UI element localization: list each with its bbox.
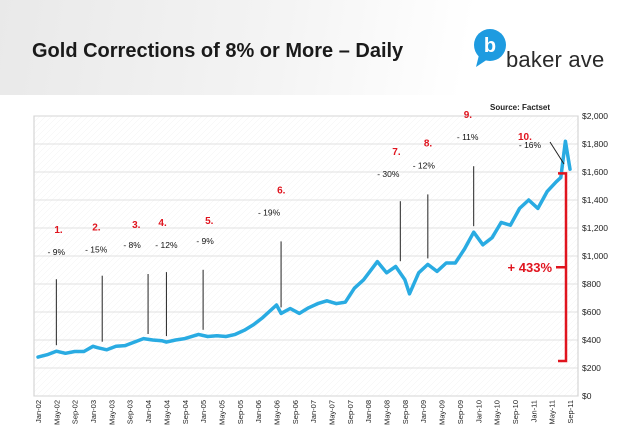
x-tick-label: Sep-07 — [346, 400, 355, 424]
annotation-percent: - 19% — [258, 207, 281, 217]
x-tick-label: Jan-05 — [199, 400, 208, 423]
x-tick-label: Jan-04 — [144, 400, 153, 423]
y-tick-label: $800 — [582, 279, 601, 289]
x-tick-label: Sep-06 — [291, 400, 300, 424]
annotation-number: 7. — [392, 147, 401, 158]
x-tick-label: Jan-03 — [89, 400, 98, 423]
y-tick-label: $0 — [582, 391, 592, 401]
annotation-pointer — [549, 141, 565, 165]
annotation-percent: - 15% — [85, 245, 108, 255]
x-tick-label: Sep-09 — [456, 400, 465, 424]
x-tick-label: Sep-10 — [511, 400, 520, 424]
annotation-number: 8. — [424, 138, 433, 149]
y-tick-label: $600 — [582, 307, 601, 317]
annotation-percent: - 12% — [155, 240, 178, 250]
x-tick-label: Jan-07 — [309, 400, 318, 423]
annotation-number: 4. — [158, 218, 167, 229]
y-tick-label: $1,400 — [582, 195, 608, 205]
x-tick-label: Jan-06 — [254, 400, 263, 423]
chart-source: Source: Factset — [490, 103, 551, 112]
annotation-number: 2. — [92, 223, 101, 234]
x-tick-label: Jan-09 — [419, 400, 428, 423]
annotation-number: 3. — [132, 220, 141, 231]
x-tick-label: Sep-02 — [71, 400, 80, 424]
x-tick-label: May-10 — [493, 400, 502, 425]
chart-title: Gold Corrections of 8% or More – Daily — [32, 40, 404, 62]
x-tick-label: May-02 — [52, 400, 61, 425]
x-tick-label: May-03 — [107, 400, 116, 425]
x-tick-label: May-04 — [162, 400, 171, 425]
x-tick-label: May-09 — [438, 400, 447, 425]
annotation-percent: - 16% — [519, 140, 542, 150]
x-tick-label: Sep-05 — [236, 400, 245, 424]
x-tick-label: Sep-11 — [566, 400, 575, 424]
annotation-percent: - 30% — [377, 169, 400, 179]
speech-bubble-b-icon: b — [474, 29, 506, 67]
gain-bracket — [556, 172, 568, 363]
annotation-percent: - 9% — [196, 236, 214, 246]
annotation-number: 10. — [518, 132, 532, 143]
header-banner — [0, 0, 620, 95]
y-tick-label: $400 — [582, 335, 601, 345]
svg-text:b: b — [484, 35, 496, 57]
annotation-number: 5. — [205, 216, 214, 227]
x-tick-label: May-08 — [383, 400, 392, 425]
gold-price-line — [36, 139, 572, 359]
x-tick-label: Sep-08 — [401, 400, 410, 424]
annotation-percent: - 12% — [413, 160, 436, 170]
y-tick-label: $1,600 — [582, 167, 608, 177]
y-tick-label: $1,000 — [582, 251, 608, 261]
x-tick-label: Jan-10 — [474, 400, 483, 423]
annotation-percent: - 8% — [123, 240, 141, 250]
logo-text: baker ave — [506, 47, 605, 72]
annotation-number: 9. — [464, 110, 473, 121]
y-tick-label: $2,000 — [582, 111, 608, 121]
annotation-percent: - 9% — [48, 247, 66, 257]
x-tick-label: May-05 — [217, 400, 226, 425]
x-tick-label: Jan-08 — [364, 400, 373, 423]
baker-ave-logo: b baker ave — [470, 25, 610, 85]
y-tick-label: $200 — [582, 363, 601, 373]
annotation-number: 6. — [277, 185, 286, 196]
x-tick-label: Sep-03 — [126, 400, 135, 424]
annotation-percent: - 11% — [457, 132, 479, 142]
x-tick-label: May-06 — [272, 400, 281, 425]
x-tick-label: Sep-04 — [181, 400, 190, 424]
annotation-number: 1. — [54, 225, 63, 236]
y-tick-label: $1,800 — [582, 139, 608, 149]
gain-label: + 433% — [508, 260, 553, 275]
x-tick-label: Jan-02 — [34, 400, 43, 423]
x-tick-label: Jan-11 — [529, 400, 538, 422]
x-tick-label: May-07 — [328, 400, 337, 425]
y-tick-label: $1,200 — [582, 223, 608, 233]
x-tick-label: May-11 — [548, 400, 557, 424]
